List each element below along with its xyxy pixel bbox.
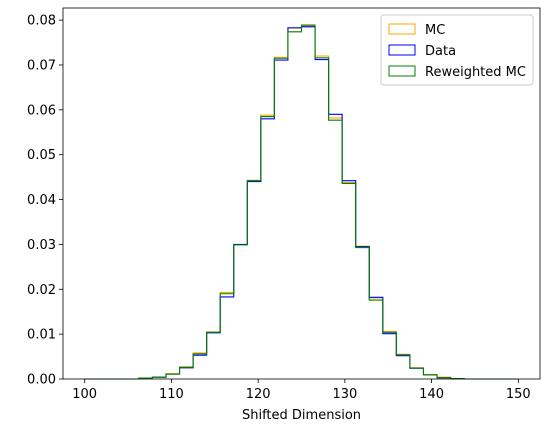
plot-area <box>62 7 541 380</box>
x-axis-label: Shifted Dimension <box>242 408 361 423</box>
axes-frame <box>62 7 541 380</box>
legend-label: MC <box>425 23 445 38</box>
y-tick-label: 0.01 <box>27 328 56 343</box>
x-tick-label: 100 <box>72 387 97 402</box>
y-axis: 0.00 0.01 0.02 0.03 0.04 0.05 0.06 0.07 0.08 <box>27 14 63 388</box>
y-tick-label: 0.03 <box>27 238 56 253</box>
legend-swatch-reweighted-mc <box>388 65 416 77</box>
legend-label: Reweighted MC <box>425 65 526 80</box>
legend: MC Data Reweighted MC <box>380 14 534 86</box>
x-tick-label: 110 <box>159 387 184 402</box>
legend-swatch-mc <box>388 23 416 35</box>
y-tick-label: 0.07 <box>27 58 56 73</box>
y-tick-label: 0.05 <box>27 148 56 163</box>
x-tick-label: 130 <box>332 387 357 402</box>
x-tick-label: 120 <box>246 387 271 402</box>
x-tick-label: 150 <box>506 387 531 402</box>
y-tick-label: 0.00 <box>27 373 56 388</box>
y-tick-label: 0.06 <box>27 103 56 118</box>
x-tick-label: 140 <box>419 387 444 402</box>
legend-swatch-data <box>388 44 416 56</box>
legend-label: Data <box>425 44 456 59</box>
y-tick-label: 0.04 <box>27 193 56 208</box>
legend-frame <box>380 14 534 86</box>
y-tick-label: 0.08 <box>27 14 56 29</box>
y-tick-label: 0.02 <box>27 283 56 298</box>
series-reweighted-mc-step <box>84 24 519 380</box>
x-axis: 100 110 120 130 140 150 <box>72 379 531 402</box>
